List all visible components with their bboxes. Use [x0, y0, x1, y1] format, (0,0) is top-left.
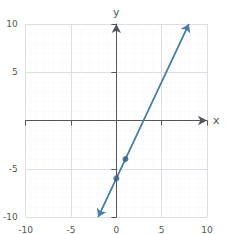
svg-text:-5: -5 [67, 225, 76, 234]
svg-text:y: y [113, 6, 120, 19]
svg-text:10: 10 [201, 225, 213, 234]
svg-text:-10: -10 [3, 212, 18, 222]
svg-text:-5: -5 [9, 164, 18, 174]
svg-text:-10: -10 [18, 225, 33, 234]
svg-text:x: x [213, 114, 220, 127]
svg-text:0: 0 [113, 225, 119, 234]
svg-text:5: 5 [159, 225, 165, 234]
svg-text:5: 5 [12, 67, 18, 77]
svg-text:10: 10 [6, 19, 18, 29]
